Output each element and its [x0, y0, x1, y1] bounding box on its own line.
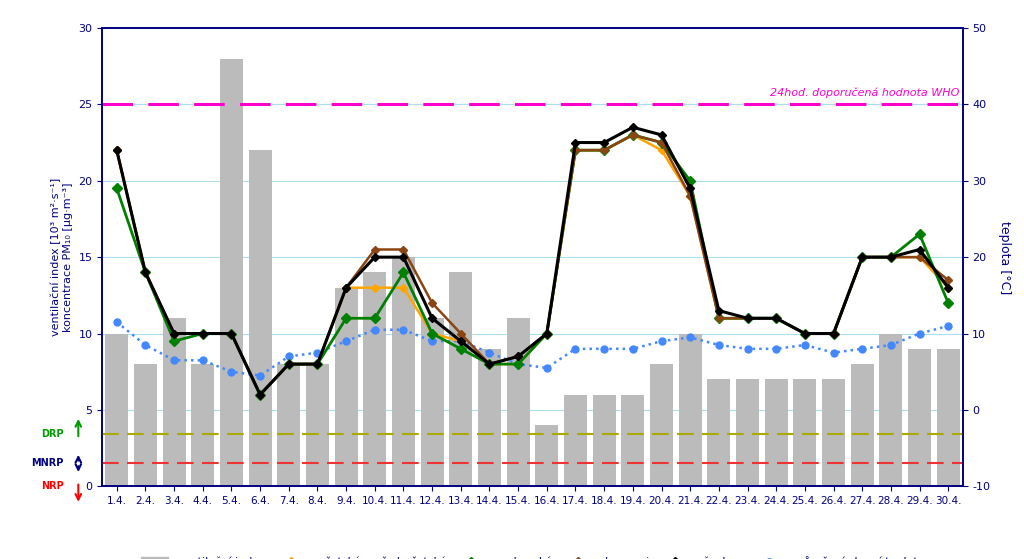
Y-axis label: teplota [°C]: teplota [°C] [998, 220, 1011, 294]
Bar [335, 288, 357, 486]
Bar [507, 318, 529, 486]
Bar [564, 395, 587, 486]
Bar [650, 364, 673, 486]
Bar [163, 318, 185, 486]
Bar [392, 257, 415, 486]
Bar [134, 364, 157, 486]
Bar [593, 395, 615, 486]
Bar [364, 272, 386, 486]
Bar [450, 272, 472, 486]
Bar [220, 59, 243, 486]
Bar [794, 380, 816, 486]
Text: NRP: NRP [41, 481, 63, 491]
Bar [306, 364, 329, 486]
Bar [536, 425, 558, 486]
Bar [478, 349, 501, 486]
Bar [880, 334, 902, 486]
Legend: ventilační index, městské a předměstské, venkovské, dopravni, všechny, průměrná : ventilační index, městské a předměstské,… [136, 552, 929, 559]
Bar [679, 334, 701, 486]
Bar [622, 395, 644, 486]
Text: 24hod. doporučená hodnota WHO: 24hod. doporučená hodnota WHO [770, 88, 959, 98]
Bar [908, 349, 931, 486]
Bar [708, 380, 730, 486]
Bar [851, 364, 873, 486]
Bar [937, 349, 959, 486]
Bar [765, 380, 787, 486]
Y-axis label: ventilační index [10³ m²·s⁻¹]
koncentrace PM₁₀ [μg·m⁻³]: ventilační index [10³ m²·s⁻¹] koncentrac… [51, 178, 73, 337]
Bar [249, 150, 271, 486]
Bar [278, 364, 300, 486]
Bar [421, 318, 443, 486]
Text: MNRP: MNRP [32, 458, 63, 468]
Bar [191, 364, 214, 486]
Bar [822, 380, 845, 486]
Text: DRP: DRP [41, 429, 63, 439]
Bar [736, 380, 759, 486]
Bar [105, 334, 128, 486]
